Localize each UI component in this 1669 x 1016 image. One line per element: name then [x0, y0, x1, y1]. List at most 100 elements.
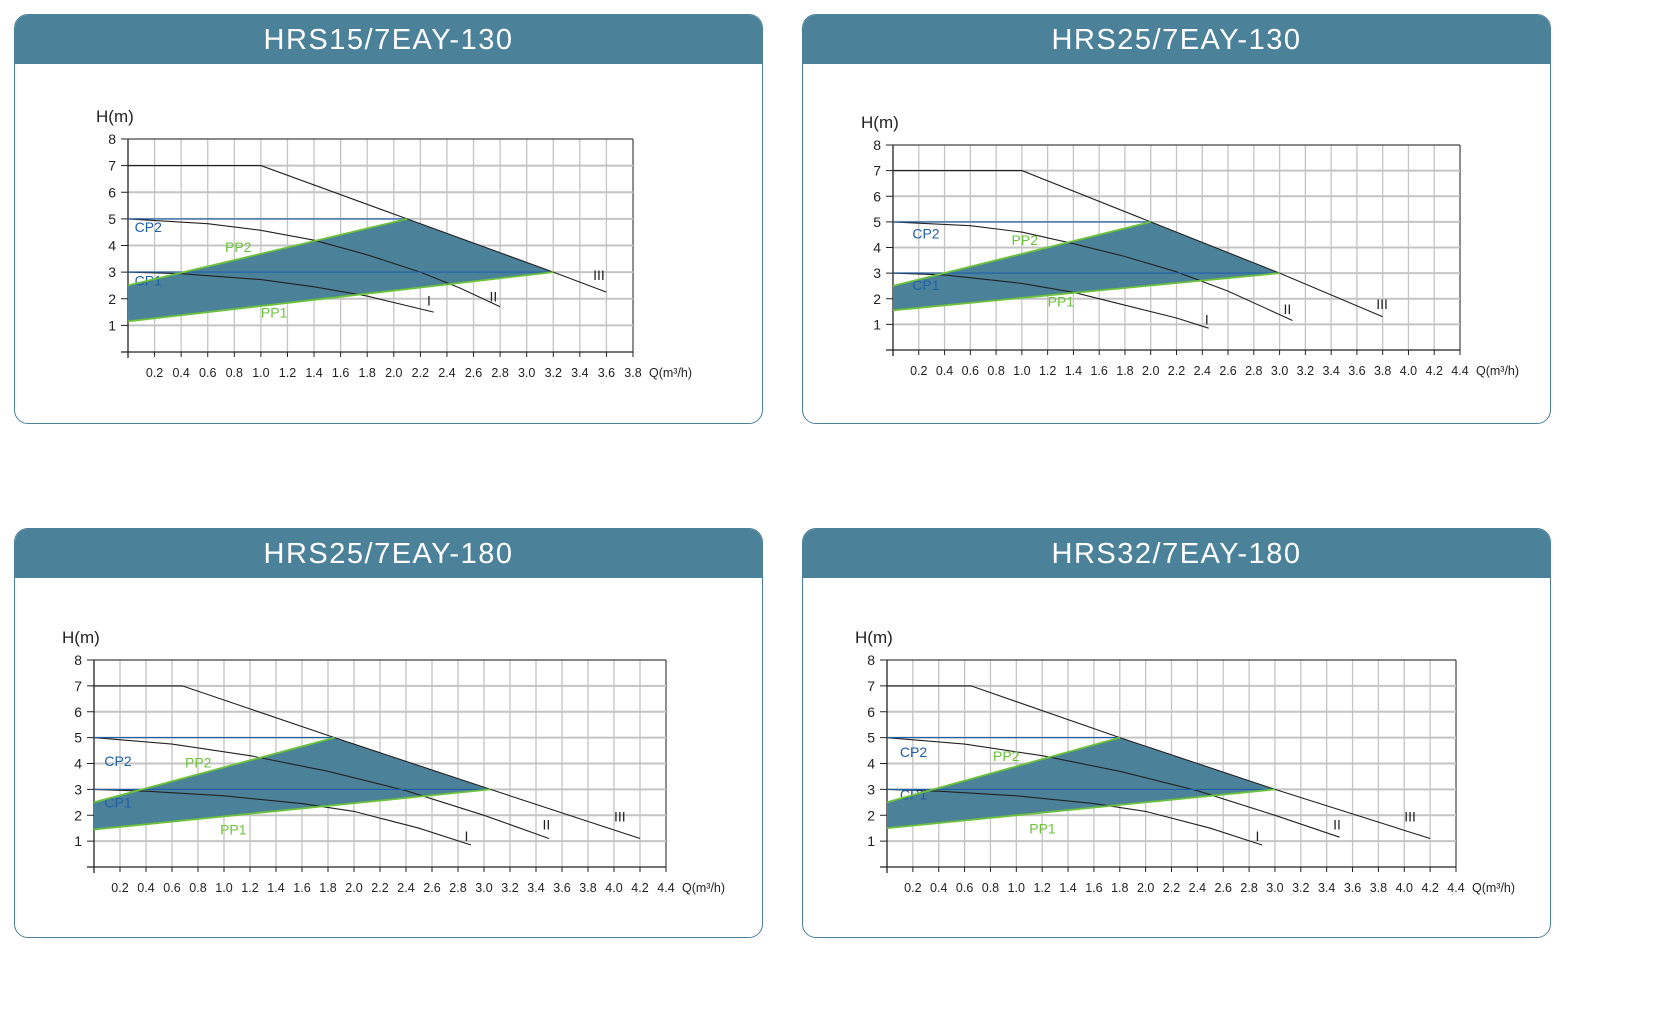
y-tick-label: 3: [108, 264, 116, 280]
x-axis-label: Q(m³/h): [649, 366, 692, 380]
x-tick-label: 2.8: [491, 366, 508, 380]
x-tick-label: 1.2: [241, 881, 258, 895]
y-axis-label: H(m): [855, 628, 893, 647]
x-tick-label: 1.8: [359, 366, 376, 380]
y-tick-label: 4: [74, 756, 82, 772]
x-tick-label: 3.2: [545, 366, 562, 380]
x-tick-label: 0.4: [930, 881, 947, 895]
curve-i: [93, 788, 472, 846]
x-axis-label: Q(m³/h): [1472, 881, 1515, 895]
x-tick-label: 2.8: [1240, 881, 1257, 895]
y-tick-label: 1: [74, 833, 82, 849]
x-tick-label: 3.6: [553, 881, 570, 895]
y-tick-label: 3: [867, 781, 875, 797]
x-tick-label: 0.4: [172, 366, 189, 380]
curve-label-iii: III: [593, 267, 605, 283]
x-tick-label: 1.4: [305, 366, 322, 380]
x-tick-label: 3.2: [1292, 881, 1309, 895]
x-tick-label: 4.0: [605, 881, 622, 895]
curve-iii: [887, 685, 1431, 840]
x-tick-label: 1.2: [1033, 881, 1050, 895]
curve-label-pp2: PP2: [1012, 232, 1039, 248]
x-tick-label: 1.8: [1116, 364, 1133, 378]
pump-card-hrs25-7eay-180: HRS25/7EAY-180 0.2 0.4 0.6 0.8 1.0 1.2 1.4 1.6 1…: [14, 528, 763, 938]
x-tick-label: 4.4: [1451, 364, 1468, 378]
x-tick-label: 2.2: [412, 366, 429, 380]
curve-pp1: [127, 271, 554, 323]
x-tick-label: 0.4: [137, 881, 154, 895]
curve-pp2: [127, 218, 408, 287]
x-tick-label: 3.4: [527, 881, 544, 895]
curve-label-i: I: [465, 828, 469, 844]
curve-pp2: [886, 736, 1121, 804]
x-axis-label: Q(m³/h): [682, 881, 725, 895]
x-tick-label: 1.6: [293, 881, 310, 895]
y-tick-label: 2: [74, 807, 82, 823]
curve-label-iii: III: [614, 809, 626, 825]
x-tick-label: 0.2: [910, 364, 927, 378]
x-tick-label: 2.4: [438, 366, 455, 380]
x-tick-label: 0.6: [956, 881, 973, 895]
curve-label-iii: III: [1404, 809, 1416, 825]
performance-chart: 0.2 0.4 0.6 0.8 1.0 1.2 1.4 1.6 1.8 2.0 2.2 2.4 2.6 2…: [855, 628, 1515, 895]
y-tick-label: 3: [873, 265, 881, 281]
x-tick-label: 3.6: [1344, 881, 1361, 895]
y-tick-label: 6: [108, 184, 116, 200]
x-tick-label: 0.6: [962, 364, 979, 378]
x-tick-label: 0.8: [982, 881, 999, 895]
y-tick-label: 5: [867, 730, 875, 746]
curve-label-pp2: PP2: [185, 754, 212, 770]
curve-label-pp2: PP2: [225, 239, 252, 255]
x-tick-label: 0.2: [904, 881, 921, 895]
y-tick-label: 2: [873, 291, 881, 307]
curve-label-iii: III: [1376, 296, 1388, 312]
x-tick-label: 1.6: [1090, 364, 1107, 378]
x-tick-label: 2.6: [1219, 364, 1236, 378]
x-tick-label: 2.0: [345, 881, 362, 895]
x-tick-label: 3.8: [1374, 364, 1391, 378]
curve-pp1: [886, 788, 1276, 830]
operating-region: [887, 737, 1275, 829]
y-tick-label: 2: [867, 807, 875, 823]
pump-card-hrs25-7eay-130: HRS25/7EAY-130 0.2 0.4 0.6 0.8 1.0 1.2 1.4 1.6 1…: [802, 14, 1551, 424]
curve-label-cp2: CP2: [135, 219, 162, 235]
x-tick-label: 0.6: [199, 366, 216, 380]
y-tick-label: 1: [867, 833, 875, 849]
x-tick-label: 2.2: [371, 881, 388, 895]
x-tick-label: 4.0: [1396, 881, 1413, 895]
pump-card-hrs32-7eay-180: HRS32/7EAY-180 0.2 0.4 0.6 0.8 1.0 1.2 1.4 1.6 1…: [802, 528, 1551, 938]
curve-ii: [127, 218, 501, 308]
y-axis-label: H(m): [62, 628, 100, 647]
y-tick-label: 6: [74, 704, 82, 720]
x-tick-label: 4.4: [1447, 881, 1464, 895]
y-tick-label: 5: [74, 730, 82, 746]
y-tick-label: 6: [867, 704, 875, 720]
card-title: HRS15/7EAY-130: [15, 15, 762, 64]
y-tick-label: 2: [108, 291, 116, 307]
x-tick-label: 1.2: [279, 366, 296, 380]
x-tick-label: 1.6: [1085, 881, 1102, 895]
curve-label-cp2: CP2: [900, 744, 927, 760]
x-tick-label: 2.6: [423, 881, 440, 895]
curve-i: [127, 271, 434, 313]
curve-label-cp1: CP1: [912, 277, 939, 293]
x-tick-label: 3.2: [1297, 364, 1314, 378]
x-tick-label: 3.8: [624, 366, 641, 380]
curve-label-pp1: PP1: [1048, 293, 1075, 309]
y-tick-label: 8: [74, 652, 82, 668]
y-tick-label: 8: [108, 131, 116, 147]
x-tick-label: 3.0: [475, 881, 492, 895]
x-tick-label: 1.0: [1008, 881, 1025, 895]
x-tick-label: 2.6: [1215, 881, 1232, 895]
x-tick-label: 0.4: [936, 364, 953, 378]
x-tick-label: 2.4: [397, 881, 414, 895]
x-tick-label: 3.6: [1348, 364, 1365, 378]
x-tick-label: 0.6: [163, 881, 180, 895]
x-tick-label: 1.0: [1013, 364, 1030, 378]
x-tick-label: 2.2: [1168, 364, 1185, 378]
y-tick-label: 3: [74, 781, 82, 797]
y-tick-label: 7: [873, 163, 881, 179]
x-tick-label: 2.8: [449, 881, 466, 895]
card-title: HRS25/7EAY-180: [15, 529, 762, 578]
x-tick-label: 0.2: [111, 881, 128, 895]
